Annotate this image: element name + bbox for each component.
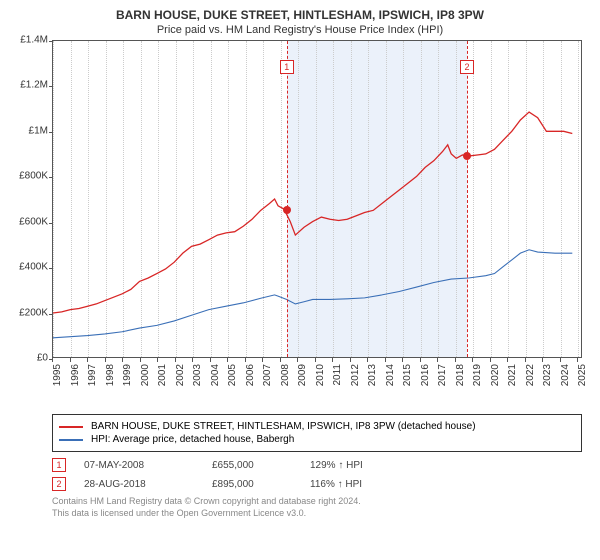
transaction-table: 1 07-MAY-2008 £655,000 129% ↑ HPI 2 28-AUG-20… <box>52 458 582 491</box>
annotation-line <box>287 41 288 357</box>
legend-item: BARN HOUSE, DUKE STREET, HINTLESHAM, IPS… <box>59 421 575 432</box>
footnote-line: This data is licensed under the Open Gov… <box>52 508 582 520</box>
y-axis-label: £800K <box>12 171 48 182</box>
legend-label: HPI: Average price, detached house, Babe… <box>91 434 294 445</box>
x-axis-label: 1995 <box>52 364 72 386</box>
title-block: BARN HOUSE, DUKE STREET, HINTLESHAM, IPS… <box>12 8 588 36</box>
row-marker: 1 <box>52 458 66 472</box>
y-axis-label: £600K <box>12 216 48 227</box>
y-axis-label: £400K <box>12 262 48 273</box>
y-axis-label: £200K <box>12 307 48 318</box>
footnote: Contains HM Land Registry data © Crown c… <box>52 496 582 519</box>
legend: BARN HOUSE, DUKE STREET, HINTLESHAM, IPS… <box>52 414 582 452</box>
plot-area: 12 £0£200K£400K£600K£800K£1M£1.2M£1.4M 1… <box>52 40 582 380</box>
row-date: 28-AUG-2018 <box>84 479 194 490</box>
row-hpi: 116% ↑ HPI <box>310 479 410 490</box>
y-axis-label: £0 <box>12 353 48 364</box>
annotation-marker: 1 <box>280 60 294 74</box>
legend-item: HPI: Average price, detached house, Babe… <box>59 434 575 445</box>
chart-title: BARN HOUSE, DUKE STREET, HINTLESHAM, IPS… <box>12 8 588 22</box>
series-line <box>53 250 572 338</box>
legend-swatch <box>59 439 83 441</box>
x-axis-label: 2025 <box>577 364 597 386</box>
legend-label: BARN HOUSE, DUKE STREET, HINTLESHAM, IPS… <box>91 421 476 432</box>
transaction-row: 2 28-AUG-2018 £895,000 116% ↑ HPI <box>52 477 582 491</box>
row-price: £895,000 <box>212 479 292 490</box>
footnote-line: Contains HM Land Registry data © Crown c… <box>52 496 582 508</box>
row-hpi: 129% ↑ HPI <box>310 460 410 471</box>
annotation-line <box>467 41 468 357</box>
chart-container: BARN HOUSE, DUKE STREET, HINTLESHAM, IPS… <box>0 0 600 560</box>
y-axis-label: £1M <box>12 125 48 136</box>
row-date: 07-MAY-2008 <box>84 460 194 471</box>
series-line <box>53 112 572 313</box>
y-axis-label: £1.4M <box>12 35 48 46</box>
legend-swatch <box>59 426 83 428</box>
y-axis-label: £1.2M <box>12 80 48 91</box>
annotation-dot <box>463 152 471 160</box>
annotation-marker: 2 <box>460 60 474 74</box>
transaction-row: 1 07-MAY-2008 £655,000 129% ↑ HPI <box>52 458 582 472</box>
annotation-dot <box>283 206 291 214</box>
row-price: £655,000 <box>212 460 292 471</box>
chart-subtitle: Price paid vs. HM Land Registry's House … <box>12 24 588 36</box>
row-marker: 2 <box>52 477 66 491</box>
line-series-svg <box>53 41 581 357</box>
plot-inner: 12 <box>52 40 582 358</box>
